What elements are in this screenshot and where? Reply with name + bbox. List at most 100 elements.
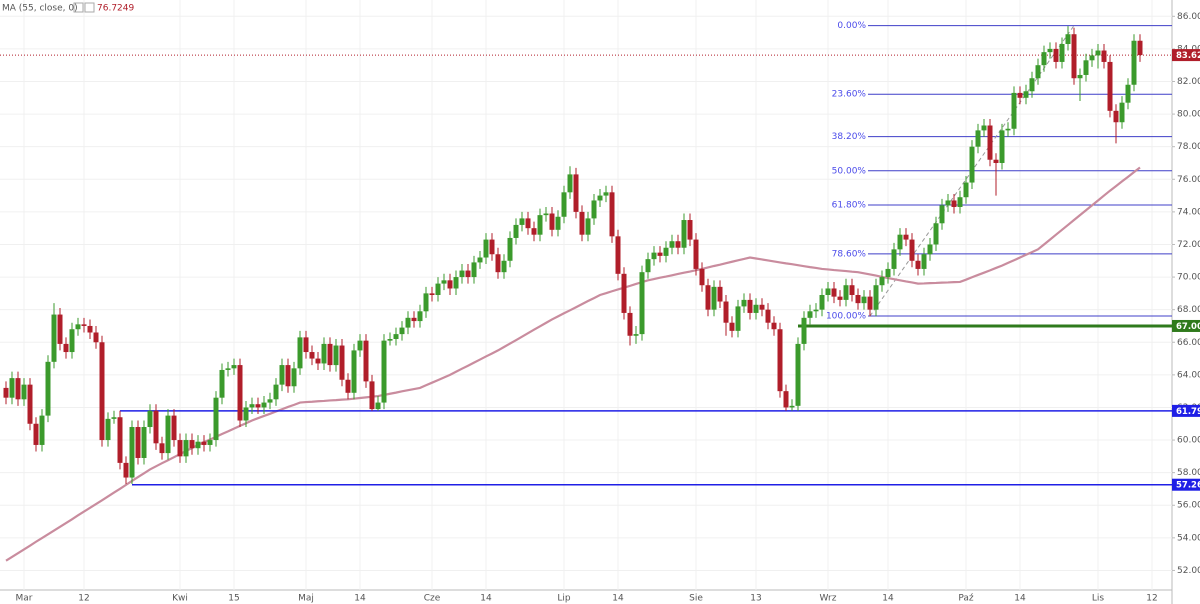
candle-body	[1041, 52, 1047, 66]
x-tick-label: Kwi	[172, 594, 188, 604]
candle-body	[1107, 61, 1113, 111]
candle-body	[651, 252, 657, 260]
candle-body	[1089, 55, 1095, 61]
candle-body	[171, 415, 177, 441]
candle-body	[735, 306, 741, 331]
candle-body	[879, 277, 885, 286]
x-tick-label: Maj	[298, 594, 314, 604]
y-tick-label: 80.00	[1177, 110, 1200, 120]
candle-body	[351, 350, 357, 393]
candle-body	[153, 410, 159, 444]
candle-body	[21, 384, 27, 400]
legend-icon[interactable]	[84, 2, 95, 13]
candle-body	[801, 317, 807, 344]
candle-body	[555, 216, 561, 230]
candle-body	[1059, 44, 1065, 62]
candle-body	[759, 304, 765, 310]
candle-body	[285, 365, 291, 387]
candle-body	[129, 427, 135, 478]
y-tick-label: 86.00	[1177, 12, 1200, 22]
x-tick-label: 12	[78, 594, 89, 604]
candle-body	[699, 268, 705, 286]
candle-body	[741, 299, 747, 307]
candle-body	[33, 423, 39, 445]
candle-body	[543, 213, 549, 216]
candle-body	[489, 239, 495, 255]
candle-body	[861, 296, 867, 304]
price-label: 83.62	[1176, 51, 1200, 61]
candle-body	[213, 397, 219, 441]
candle-body	[273, 384, 279, 400]
candle-body	[57, 314, 63, 344]
candle-body	[45, 361, 51, 416]
candle-body	[687, 220, 693, 240]
candle-body	[693, 239, 699, 269]
fib-label: 0.00%	[837, 21, 866, 31]
candle-body	[399, 327, 405, 335]
candle-body	[585, 218, 591, 235]
legend: MA (55, close, 0) 76.7249	[2, 2, 134, 14]
candle-body	[117, 417, 123, 463]
candle-body	[795, 343, 801, 406]
candle-body	[453, 277, 459, 289]
candle-body	[669, 241, 675, 248]
candle-body	[345, 379, 351, 393]
candle-body	[303, 337, 309, 353]
candle-body	[147, 410, 153, 428]
candle-body	[789, 405, 795, 408]
candle-body	[1119, 102, 1125, 123]
candle-body	[405, 317, 411, 328]
candle-body	[591, 200, 597, 219]
candle-body	[675, 241, 681, 248]
candle-body	[1071, 34, 1077, 79]
candle-body	[663, 247, 669, 256]
y-tick-label: 64.00	[1177, 370, 1200, 380]
candle-body	[765, 309, 771, 323]
candle-body	[945, 200, 951, 206]
candle-body	[327, 343, 333, 366]
x-tick-label: Paź	[958, 594, 974, 604]
candle-body	[1017, 92, 1023, 98]
candle-body	[963, 182, 969, 198]
x-tick-label: 13	[750, 594, 761, 604]
candle-body	[855, 295, 861, 304]
candle-body	[237, 365, 243, 421]
candle-body	[495, 254, 501, 273]
moving-average	[5, 166, 1141, 562]
candle-body	[111, 417, 117, 419]
candle-body	[321, 343, 327, 364]
candle-body	[729, 322, 735, 331]
candle-body	[915, 260, 921, 269]
x-tick-label: Sie	[689, 594, 703, 604]
candle-body	[1095, 50, 1101, 56]
legend-icon[interactable]	[73, 2, 84, 13]
candle-body	[975, 130, 981, 147]
candle-body	[477, 257, 483, 263]
candle-body	[165, 415, 171, 454]
x-tick-label: 15	[228, 594, 239, 604]
candle-body	[813, 309, 819, 312]
candle-body	[99, 342, 105, 441]
candle-body	[225, 368, 231, 370]
candle-body	[579, 211, 585, 235]
candle-body	[717, 286, 723, 302]
y-tick-label: 54.00	[1177, 533, 1200, 543]
candle-body	[897, 234, 903, 250]
y-tick-label: 56.00	[1177, 501, 1200, 511]
candle-body	[783, 391, 789, 408]
candle-body	[411, 317, 417, 322]
candle-body	[711, 286, 717, 310]
candle-body	[141, 427, 147, 458]
price-label: 61.79	[1176, 407, 1200, 417]
candle-body	[471, 262, 477, 278]
fib-label: 23.60%	[832, 90, 867, 100]
candle-body	[189, 440, 195, 449]
price-label: 57.26	[1176, 481, 1200, 491]
candle-body	[549, 213, 555, 230]
candle-body	[621, 273, 627, 313]
candle-body	[825, 288, 831, 295]
candle-body	[357, 340, 363, 351]
candle-body	[279, 365, 285, 385]
candle-body	[597, 195, 603, 201]
